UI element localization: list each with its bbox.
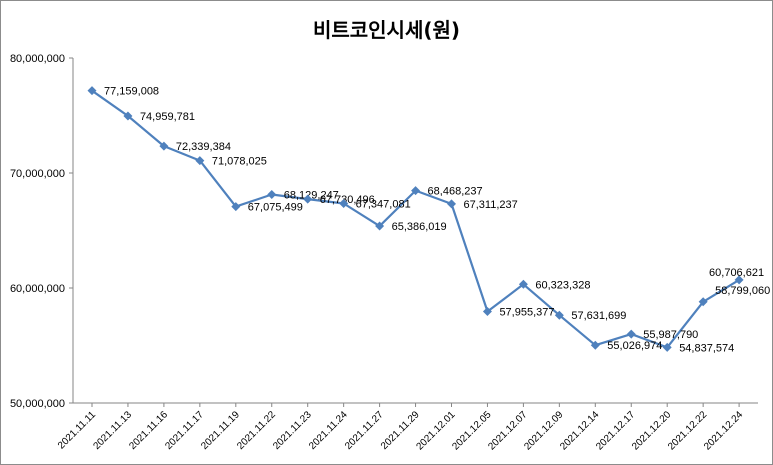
y-tick-label: 70,000,000 [10,168,65,180]
data-point-marker [267,190,277,200]
data-point-marker [698,297,708,307]
data-label: 55,987,790 [643,329,698,341]
data-label: 68,129,247 [284,190,339,202]
data-point-marker [518,279,528,289]
data-label: 54,837,574 [679,342,734,354]
data-label: 57,955,377 [499,307,554,319]
data-point-marker [411,186,421,196]
y-tick-label: 60,000,000 [10,283,65,295]
data-point-marker [123,111,133,121]
x-tick-label: 2021.12.24 [702,409,745,452]
data-label: 57,631,699 [571,310,626,322]
chart-title: 비트코인시세(원) [312,18,461,42]
data-point-marker [734,275,744,285]
data-point-marker [662,342,672,352]
series-line [91,89,740,349]
data-point-marker [626,329,636,339]
data-point-marker [231,202,241,212]
data-label: 71,078,025 [212,156,267,168]
data-label: 55,026,974 [607,340,662,352]
data-label: 67,347,081 [356,199,411,211]
data-point-marker [554,310,564,320]
data-label: 60,706,621 [709,267,764,279]
data-label: 65,386,019 [392,221,447,233]
data-point-marker [375,221,385,231]
data-point-marker [195,156,205,166]
data-label: 72,339,384 [176,141,231,153]
data-label: 60,323,328 [535,279,590,291]
data-label: 67,730,496 [320,194,375,206]
data-point-marker [87,86,97,96]
data-label: 68,468,237 [428,186,483,198]
data-point-marker [303,194,313,204]
data-point-marker [482,307,492,317]
y-tick-label: 80,000,000 [10,53,65,65]
data-label: 77,159,008 [104,86,159,98]
data-label: 74,959,781 [140,111,195,123]
data-point-marker [339,199,349,209]
data-point-marker [590,340,600,350]
data-label: 67,311,237 [464,199,518,211]
y-tick-label: 50,000,000 [10,398,65,410]
data-point-marker [159,141,169,151]
data-label: 67,075,499 [248,202,303,214]
data-label: 58,799,060 [715,285,770,297]
data-point-marker [447,199,456,209]
